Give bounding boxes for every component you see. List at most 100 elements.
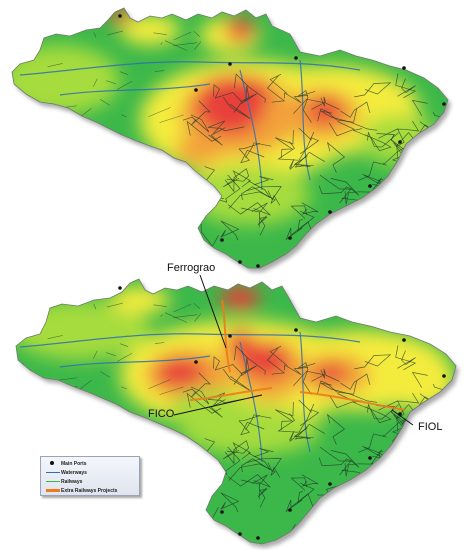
railway-line [106, 30, 123, 36]
railway-line [410, 228, 435, 268]
extra-railways [189, 299, 406, 411]
railway-line [116, 80, 133, 90]
railway-line [191, 100, 212, 126]
map-top-outline [11, 7, 449, 269]
railway-line [153, 32, 167, 35]
railway-line [241, 180, 271, 201]
fico-leader [173, 394, 263, 416]
port-marker [238, 532, 242, 536]
port-marker [328, 482, 332, 486]
railway-line [326, 413, 346, 445]
railway-line [328, 121, 355, 137]
railway-line [328, 393, 355, 409]
railway-line [245, 142, 272, 159]
railway-line [416, 149, 442, 165]
railway-line [22, 99, 27, 102]
railway-line [119, 71, 129, 75]
railway-line [349, 222, 379, 254]
railway-line [266, 73, 288, 103]
railway-line [238, 143, 265, 164]
railway-line [224, 168, 249, 193]
legend-item: Railways [45, 477, 135, 486]
railway-line [245, 414, 272, 431]
railway-line [320, 382, 378, 403]
port-marker [402, 338, 406, 342]
railway-line [340, 373, 371, 390]
railway-line [121, 386, 127, 390]
port-marker [328, 210, 332, 214]
railway-line [38, 295, 49, 304]
railway-line [106, 302, 123, 308]
waterway-line [59, 83, 211, 96]
railway-line [208, 399, 226, 418]
railway-line [288, 155, 308, 171]
railway-line [342, 505, 391, 528]
railway-line [47, 63, 63, 67]
waterway-line [59, 355, 211, 368]
heatmap-top [12, 8, 448, 268]
railway-line [106, 352, 116, 357]
port-marker [368, 456, 372, 460]
railway-line [246, 458, 282, 473]
railway-line [397, 392, 420, 404]
railway-line [121, 114, 127, 118]
railway-line [100, 371, 110, 378]
railway-line [391, 498, 442, 532]
railway-line [176, 477, 213, 526]
port-marker [256, 536, 260, 540]
railway-line [397, 120, 420, 132]
railway-line [240, 357, 257, 376]
railway-line [38, 23, 49, 32]
extra-railway-fico [189, 387, 273, 401]
railway-line [275, 401, 294, 431]
railway-line [193, 303, 201, 309]
railway-line [277, 403, 315, 433]
railway-line [233, 345, 266, 375]
map-legend: Main Ports Waterways Railways Extra Railway… [40, 456, 140, 496]
railway-line [173, 42, 198, 46]
railway-line [253, 447, 274, 458]
railway-line [164, 40, 188, 51]
railway-line [389, 480, 431, 524]
railway-line [398, 440, 421, 478]
railway-line [297, 90, 316, 123]
waterway-line [19, 61, 361, 76]
railway-line [348, 206, 419, 222]
railway-line [294, 151, 326, 168]
railway-line [398, 168, 421, 206]
railway-line [396, 463, 424, 483]
railway-line [93, 350, 98, 359]
railway-line [348, 478, 419, 494]
railway-line [159, 114, 184, 123]
railway-line [173, 31, 192, 41]
railway-line [384, 517, 409, 544]
railway-line [416, 182, 448, 196]
railway-line [106, 80, 116, 85]
railway-line [240, 202, 268, 228]
railway-line [207, 120, 245, 134]
port-marker [194, 360, 198, 364]
railway-line [326, 141, 346, 173]
port-marker [294, 328, 298, 332]
railway-line [340, 101, 371, 118]
railway-line [378, 494, 419, 517]
label-ferrograo: Ferrograo [167, 262, 216, 274]
railway-line [220, 220, 240, 241]
railway-line [321, 222, 338, 239]
railway-line [354, 82, 392, 98]
railway-line [344, 449, 383, 477]
railway-line [222, 170, 251, 188]
railway-line [363, 212, 387, 235]
railway-line [318, 174, 352, 195]
railway-line [432, 440, 456, 462]
railway-line [233, 73, 266, 103]
railway-line [394, 456, 414, 478]
railway-line [367, 404, 399, 420]
railway-line [173, 303, 192, 313]
railway-line [432, 168, 448, 190]
port-marker [442, 102, 446, 106]
railway-line [421, 147, 448, 168]
legend-symbol-icon [45, 459, 61, 468]
railway-line [354, 354, 392, 370]
